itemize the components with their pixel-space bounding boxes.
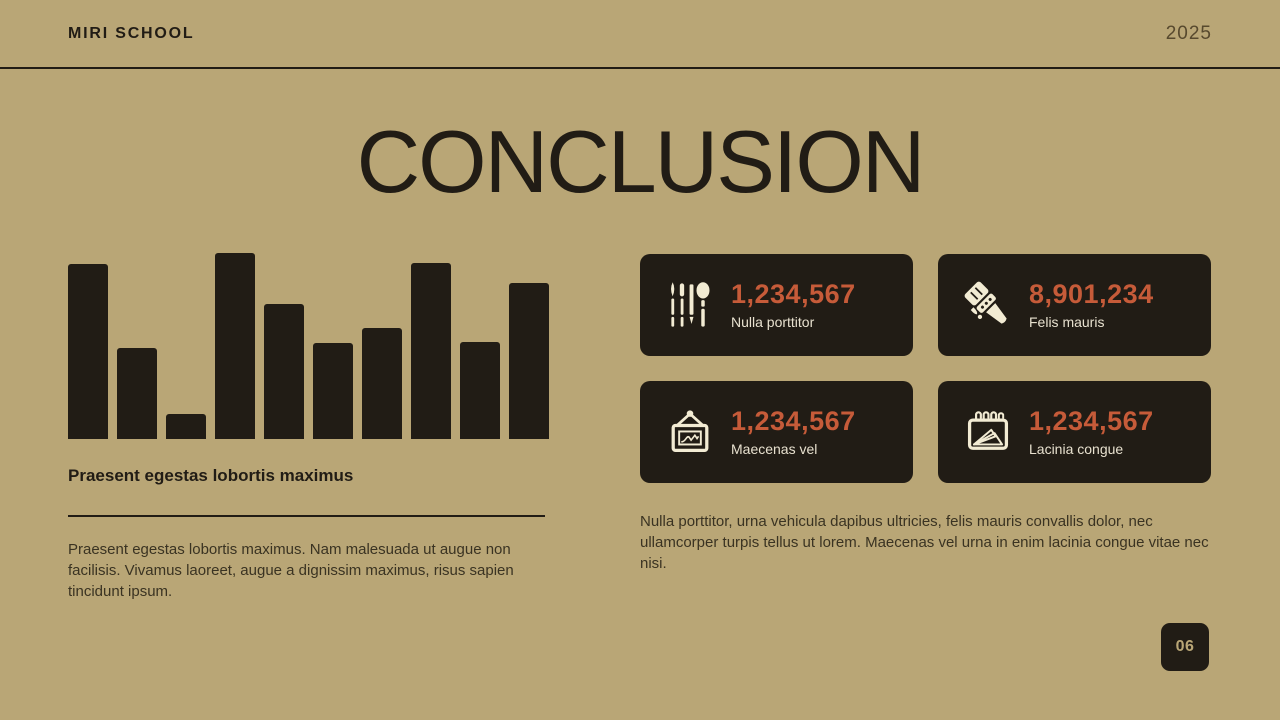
page-number-badge: 06 (1161, 623, 1209, 671)
bar (166, 414, 206, 439)
stat-text: 1,234,567 Nulla porttitor (731, 279, 856, 330)
stat-text: 1,234,567 Maecenas vel (731, 406, 856, 457)
bar (117, 348, 157, 439)
bar (313, 343, 353, 439)
brush-set-icon (664, 279, 716, 331)
bar (68, 264, 108, 439)
page-number: 06 (1175, 638, 1195, 655)
stat-cards-grid: 1,234,567 Nulla porttitor (640, 254, 1212, 483)
header-year: 2025 (1165, 22, 1212, 44)
bar (215, 253, 255, 439)
bar (411, 263, 451, 439)
bar (362, 328, 402, 439)
stat-value: 8,901,234 (1029, 279, 1154, 310)
stat-card: 1,234,567 Maecenas vel (640, 381, 913, 483)
left-paragraph: Praesent egestas lobortis maximus. Nam m… (68, 541, 514, 600)
bar (509, 283, 549, 439)
left-column: Praesent egestas lobortis maximus Praese… (68, 253, 549, 602)
stat-label: Maecenas vel (731, 440, 818, 457)
stat-text: 1,234,567 Lacinia congue (1029, 406, 1154, 457)
stat-card: 1,234,567 Lacinia congue (938, 381, 1211, 483)
stat-card: 8,901,234 Felis mauris (938, 254, 1211, 356)
stat-value: 1,234,567 (1029, 406, 1154, 437)
stat-card: 1,234,567 Nulla porttitor (640, 254, 913, 356)
stat-label: Lacinia congue (1029, 440, 1124, 457)
paintbrush-icon (962, 279, 1014, 331)
bar-chart (68, 253, 549, 439)
picture-frame-icon (664, 406, 716, 458)
stat-label: Felis mauris (1029, 313, 1105, 330)
stat-label: Nulla porttitor (731, 313, 815, 330)
bar (460, 342, 500, 439)
stat-text: 8,901,234 Felis mauris (1029, 279, 1154, 330)
page-title: CONCLUSION (356, 112, 926, 211)
right-column: 1,234,567 Nulla porttitor (640, 254, 1212, 574)
bar (264, 304, 304, 439)
notepad-icon (962, 406, 1014, 458)
brand-name: MIRI SCHOOL (68, 24, 195, 42)
header-bar: MIRI SCHOOL 2025 (0, 0, 1280, 69)
chart-caption: Praesent egestas lobortis maximus (68, 466, 354, 485)
stat-value: 1,234,567 (731, 279, 856, 310)
divider-line (68, 515, 545, 517)
right-paragraph: Nulla porttitor, urna vehicula dapibus u… (640, 513, 1209, 572)
stat-value: 1,234,567 (731, 406, 856, 437)
